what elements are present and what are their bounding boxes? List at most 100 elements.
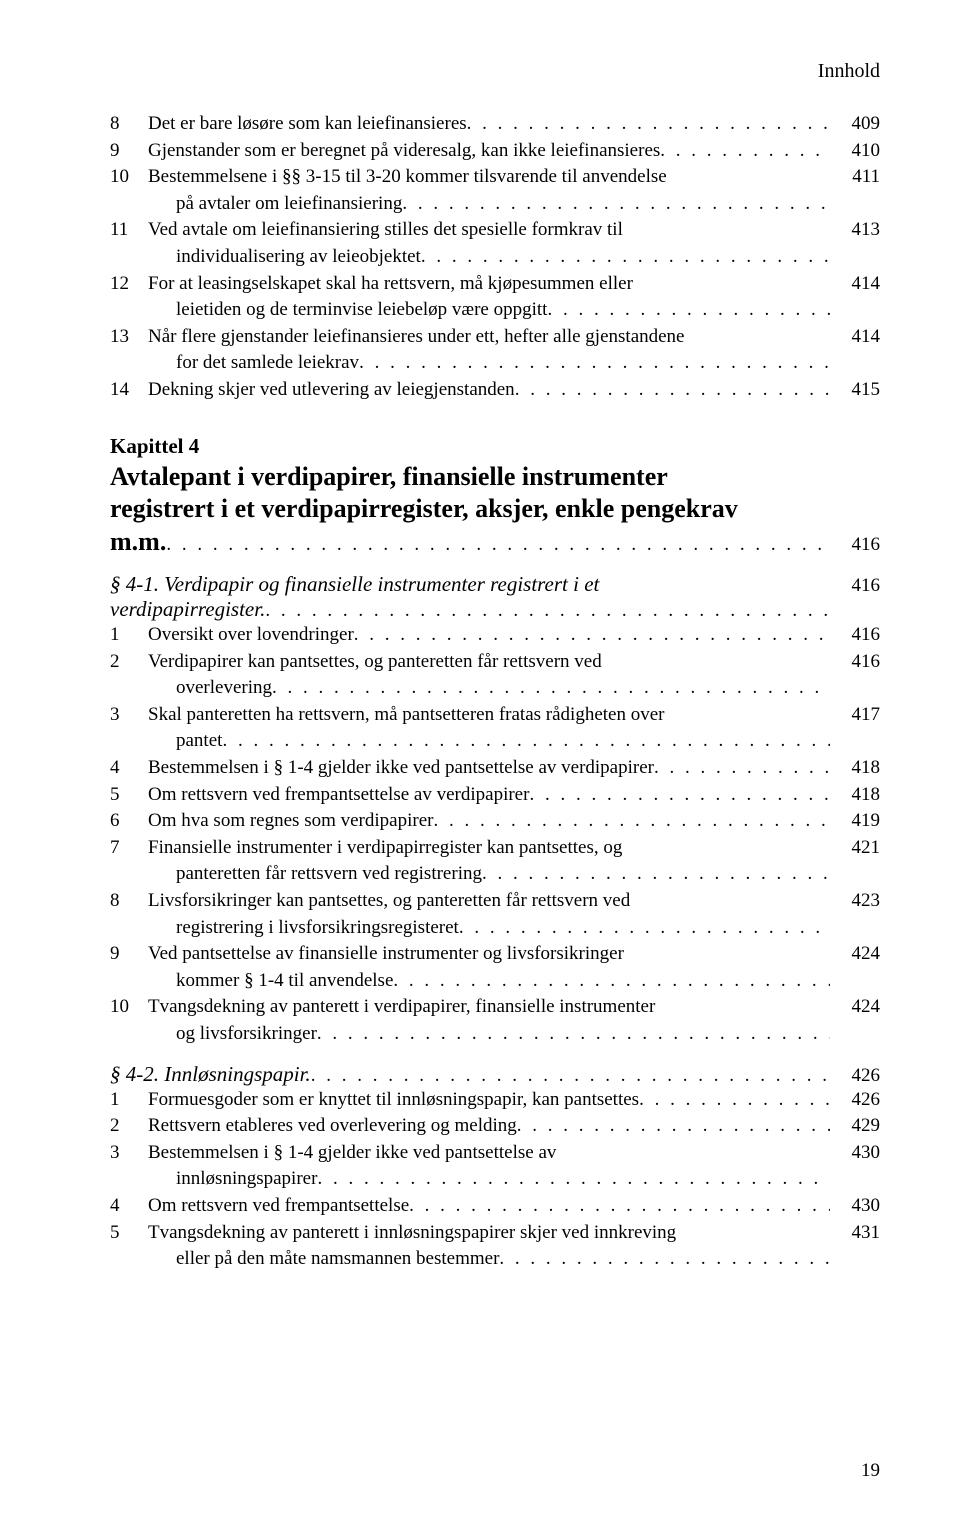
leader-dots: . . . . . . . . . . . . . . . . . . . . …	[660, 138, 830, 165]
toc-entry-text: Om rettsvern ved frempantsettelse	[148, 1193, 409, 1220]
toc-entry-number: 11	[110, 217, 148, 244]
leader-dots: . . . . . . . . . . . . . . . . . . . . …	[467, 111, 830, 138]
toc-entry-text: panteretten får rettsvern ved registreri…	[176, 861, 482, 888]
toc-entry-text: For at leasingselskapet skal ha rettsver…	[148, 271, 830, 298]
toc-block-1: 8Det er bare løsøre som kan leiefinansie…	[110, 111, 880, 404]
toc-entry-number: 1	[110, 622, 148, 649]
toc-entry-text: Bestemmelsene i §§ 3-15 til 3-20 kommer …	[148, 164, 830, 191]
toc-entry-page: 429	[830, 1113, 880, 1140]
toc-entry-text: Dekning skjer ved utlevering av leiegjen…	[148, 377, 515, 404]
toc-entry-text: Om rettsvern ved frempantsettelse av ver…	[148, 782, 529, 809]
toc-entry-number: 9	[110, 941, 148, 968]
toc-entry-page: 418	[830, 782, 880, 809]
toc-entry: 9Gjenstander som er beregnet på videresa…	[110, 138, 880, 165]
leader-dots: . . . . . . . . . . . . . . . . . . . . …	[354, 622, 830, 649]
leader-dots: . . . . . . . . . . . . . . . . . . . . …	[499, 1246, 830, 1273]
toc-entry-page: 431	[830, 1220, 880, 1247]
toc-entry-number: 3	[110, 702, 148, 729]
toc-entry-text: kommer § 1-4 til anvendelse	[176, 968, 393, 995]
chapter-title-line: Avtalepant i verdipapirer, finansielle i…	[110, 461, 880, 494]
toc-entry-page: 416	[830, 622, 880, 649]
toc-entry: 12For at leasingselskapet skal ha rettsv…	[110, 271, 880, 324]
toc-entry-page: 413	[830, 217, 880, 244]
leader-dots: . . . . . . . . . . . . . . . . . . . . …	[311, 1065, 830, 1087]
toc-entry: 14Dekning skjer ved utlevering av leiegj…	[110, 377, 880, 404]
toc-entry-number: 5	[110, 1220, 148, 1247]
toc-entry-text: Når flere gjenstander leiefinansieres un…	[148, 324, 830, 351]
toc-entry: 3Skal panteretten ha rettsvern, må pants…	[110, 702, 880, 755]
toc-block-4-1: 1Oversikt over lovendringer. . . . . . .…	[110, 622, 880, 1048]
leader-dots: . . . . . . . . . . . . . . . . . . . . …	[547, 297, 830, 324]
leader-dots: . . . . . . . . . . . . . . . . . . . . …	[421, 244, 830, 271]
toc-entry-page: 416	[830, 649, 880, 676]
toc-entry-number: 10	[110, 994, 148, 1021]
section-title-4-1: § 4-1. Verdipapir og finansielle instrum…	[110, 572, 880, 622]
toc-entry-text: Verdipapirer kan pantsettes, og panteret…	[148, 649, 830, 676]
leader-dots: . . . . . . . . . . . . . . . . . . . . …	[272, 675, 830, 702]
toc-entry-number: 12	[110, 271, 148, 298]
toc-entry-text: Gjenstander som er beregnet på videresal…	[148, 138, 660, 165]
toc-entry-page: 419	[830, 808, 880, 835]
toc-entry-text: Tvangsdekning av panterett i verdipapire…	[148, 994, 830, 1021]
toc-entry-page: 426	[830, 1087, 880, 1114]
toc-entry-text: Bestemmelsen i § 1-4 gjelder ikke ved pa…	[148, 1140, 830, 1167]
toc-entry-text: Oversikt over lovendringer	[148, 622, 354, 649]
toc-entry-page: 410	[830, 138, 880, 165]
toc-entry-text: og livsforsikringer	[176, 1021, 317, 1048]
toc-entry-text: Tvangsdekning av panterett i innløsnings…	[148, 1220, 830, 1247]
toc-entry-number: 13	[110, 324, 148, 351]
toc-entry: 11Ved avtale om leiefinansiering stilles…	[110, 217, 880, 270]
section-title-4-2: § 4-2. Innløsningspapir. . . . . . . . .…	[110, 1062, 880, 1087]
toc-entry-number: 6	[110, 808, 148, 835]
toc-entry-text: Om hva som regnes som verdipapirer	[148, 808, 433, 835]
chapter-title: Avtalepant i verdipapirer, finansielle i…	[110, 461, 880, 559]
toc-entry-text: pantet	[176, 728, 222, 755]
toc-entry: 2Verdipapirer kan pantsettes, og pantere…	[110, 649, 880, 702]
chapter-title-line: registrert i et verdipapirregister, aksj…	[110, 493, 880, 526]
toc-entry-page: 417	[830, 702, 880, 729]
toc-entry: 5Om rettsvern ved frempantsettelse av ve…	[110, 782, 880, 809]
toc-entry-number: 1	[110, 1087, 148, 1114]
toc-entry-text: Formuesgoder som er knyttet til innløsni…	[148, 1087, 639, 1114]
toc-entry: 4Bestemmelsen i § 1-4 gjelder ikke ved p…	[110, 755, 880, 782]
section-title-last: verdipapirregister.	[110, 597, 265, 622]
toc-entry: 7Finansielle instrumenter i verdipapirre…	[110, 835, 880, 888]
toc-entry-number: 3	[110, 1140, 148, 1167]
toc-entry-page: 409	[830, 111, 880, 138]
toc-entry-text: Rettsvern etableres ved overlevering og …	[148, 1113, 517, 1140]
toc-entry-text: Finansielle instrumenter i verdipapirreg…	[148, 835, 830, 862]
toc-entry-text: innløsningspapirer	[176, 1166, 317, 1193]
leader-dots: . . . . . . . . . . . . . . . . . . . . …	[265, 600, 830, 622]
leader-dots: . . . . . . . . . . . . . . . . . . . . …	[459, 915, 830, 942]
section-title-pre: § 4-1. Verdipapir og finansielle instrum…	[110, 572, 830, 597]
toc-entry: 2Rettsvern etableres ved overlevering og…	[110, 1113, 880, 1140]
toc-entry-page: 421	[830, 835, 880, 862]
leader-dots: . . . . . . . . . . . . . . . . . . . . …	[359, 350, 830, 377]
toc-entry-text: Ved pantsettelse av finansielle instrume…	[148, 941, 830, 968]
toc-entry-number: 9	[110, 138, 148, 165]
leader-dots: . . . . . . . . . . . . . . . . . . . . …	[409, 1193, 830, 1220]
leader-dots: . . . . . . . . . . . . . . . . . . . . …	[402, 191, 830, 218]
toc-entry: 9Ved pantsettelse av finansielle instrum…	[110, 941, 880, 994]
toc-entry-number: 10	[110, 164, 148, 191]
leader-dots: . . . . . . . . . . . . . . . . . . . . …	[317, 1166, 830, 1193]
leader-dots: . . . . . . . . . . . . . . . . . . . . …	[317, 1021, 830, 1048]
toc-entry-text: Skal panteretten ha rettsvern, må pantse…	[148, 702, 830, 729]
chapter-title-last: m.m.	[110, 526, 166, 559]
toc-entry-text: for det samlede leiekrav	[176, 350, 359, 377]
toc-entry-page: 430	[830, 1140, 880, 1167]
toc-entry: 13Når flere gjenstander leiefinansieres …	[110, 324, 880, 377]
leader-dots: . . . . . . . . . . . . . . . . . . . . …	[222, 728, 830, 755]
section-page: 416	[830, 575, 880, 597]
toc-entry-page: 414	[830, 271, 880, 298]
toc-entry-text: registrering i livsforsikringsregisteret	[176, 915, 459, 942]
toc-entry: 6Om hva som regnes som verdipapirer. . .…	[110, 808, 880, 835]
page-number: 19	[861, 1460, 880, 1482]
toc-entry: 1Formuesgoder som er knyttet til innløsn…	[110, 1087, 880, 1114]
leader-dots: . . . . . . . . . . . . . . . . . . . . …	[482, 861, 830, 888]
leader-dots: . . . . . . . . . . . . . . . . . . . . …	[515, 377, 830, 404]
running-head: Innhold	[110, 60, 880, 83]
toc-entry: 10Bestemmelsene i §§ 3-15 til 3-20 komme…	[110, 164, 880, 217]
toc-entry-number: 8	[110, 111, 148, 138]
toc-entry-number: 5	[110, 782, 148, 809]
